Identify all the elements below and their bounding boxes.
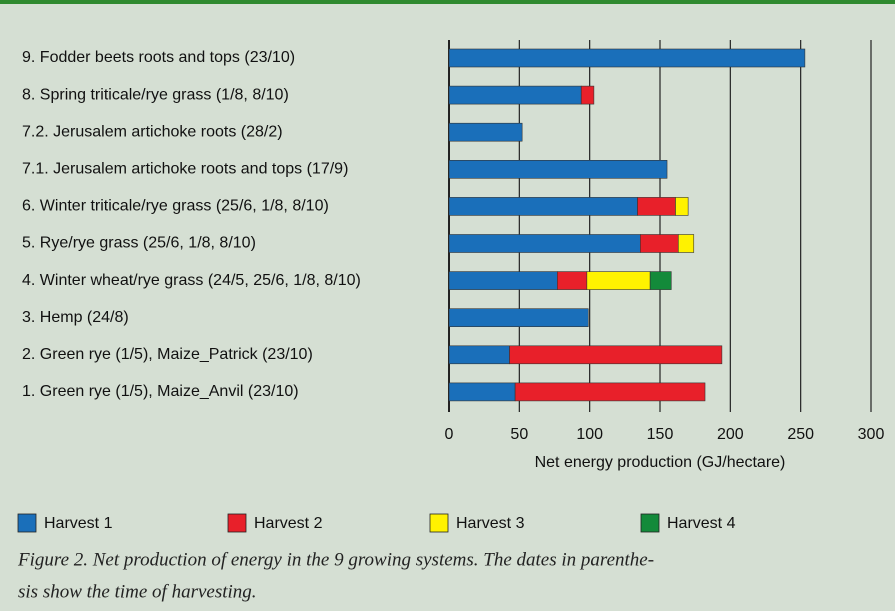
x-tick-label: 250	[787, 426, 814, 443]
bar-segment	[448, 85, 582, 105]
bar-segment	[675, 197, 689, 216]
bar-segment	[677, 234, 695, 253]
bar-segment	[586, 271, 651, 290]
bar-segment	[448, 345, 510, 365]
bar-segment	[640, 234, 679, 253]
caption-line: Figure 2. Net production of energy in th…	[17, 549, 654, 570]
bar-segment	[448, 160, 668, 179]
x-tick-label: 150	[647, 426, 674, 443]
y-tick-label: 3. Hemp (24/8)	[22, 309, 129, 326]
x-tick-label: 100	[576, 426, 603, 443]
y-tick-label: 6. Winter triticale/rye grass (25/6, 1/8…	[22, 198, 329, 215]
legend-swatch	[429, 513, 449, 533]
bar-segment	[514, 382, 706, 402]
bar-segment	[637, 197, 676, 216]
legend-swatch	[17, 513, 37, 533]
legend-swatch	[227, 513, 247, 533]
bar-segment	[580, 85, 595, 105]
bar-segment	[448, 197, 638, 216]
bar-segment	[509, 345, 723, 365]
bar-segment	[448, 48, 806, 68]
legend-swatch	[640, 513, 660, 533]
legend-label: Harvest 1	[44, 515, 113, 532]
x-tick-label: 300	[858, 426, 885, 443]
y-tick-label: 4. Winter wheat/rye grass (24/5, 25/6, 1…	[22, 272, 361, 289]
top-border	[0, 0, 895, 4]
bar-segment	[448, 122, 523, 142]
y-tick-label: 7.1. Jerusalem artichoke roots and tops …	[22, 161, 348, 178]
bar-segment	[649, 271, 672, 290]
y-tick-label: 5. Rye/rye grass (25/6, 1/8, 8/10)	[22, 235, 256, 252]
caption-line: sis show the time of harvesting.	[18, 581, 257, 602]
bar-segment	[557, 271, 588, 290]
legend-label: Harvest 3	[456, 515, 525, 532]
y-tick-label: 1. Green rye (1/5), Maize_Anvil (23/10)	[22, 383, 299, 400]
bar-segment	[448, 271, 558, 290]
bar-segment	[448, 234, 641, 253]
x-tick-label: 200	[717, 426, 744, 443]
y-tick-label: 9. Fodder beets roots and tops (23/10)	[22, 49, 295, 66]
bar-segment	[448, 308, 589, 328]
x-axis-label: Net energy production (GJ/hectare)	[535, 454, 786, 471]
x-tick-label: 50	[510, 426, 528, 443]
y-tick-label: 8. Spring triticale/rye grass (1/8, 8/10…	[22, 86, 289, 103]
y-tick-label: 2. Green rye (1/5), Maize_Patrick (23/10…	[22, 346, 313, 363]
x-tick-label: 0	[445, 426, 454, 443]
legend-label: Harvest 4	[667, 515, 736, 532]
legend-label: Harvest 2	[254, 515, 323, 532]
bar-segment	[448, 382, 516, 402]
y-tick-label: 7.2. Jerusalem artichoke roots (28/2)	[22, 123, 283, 140]
